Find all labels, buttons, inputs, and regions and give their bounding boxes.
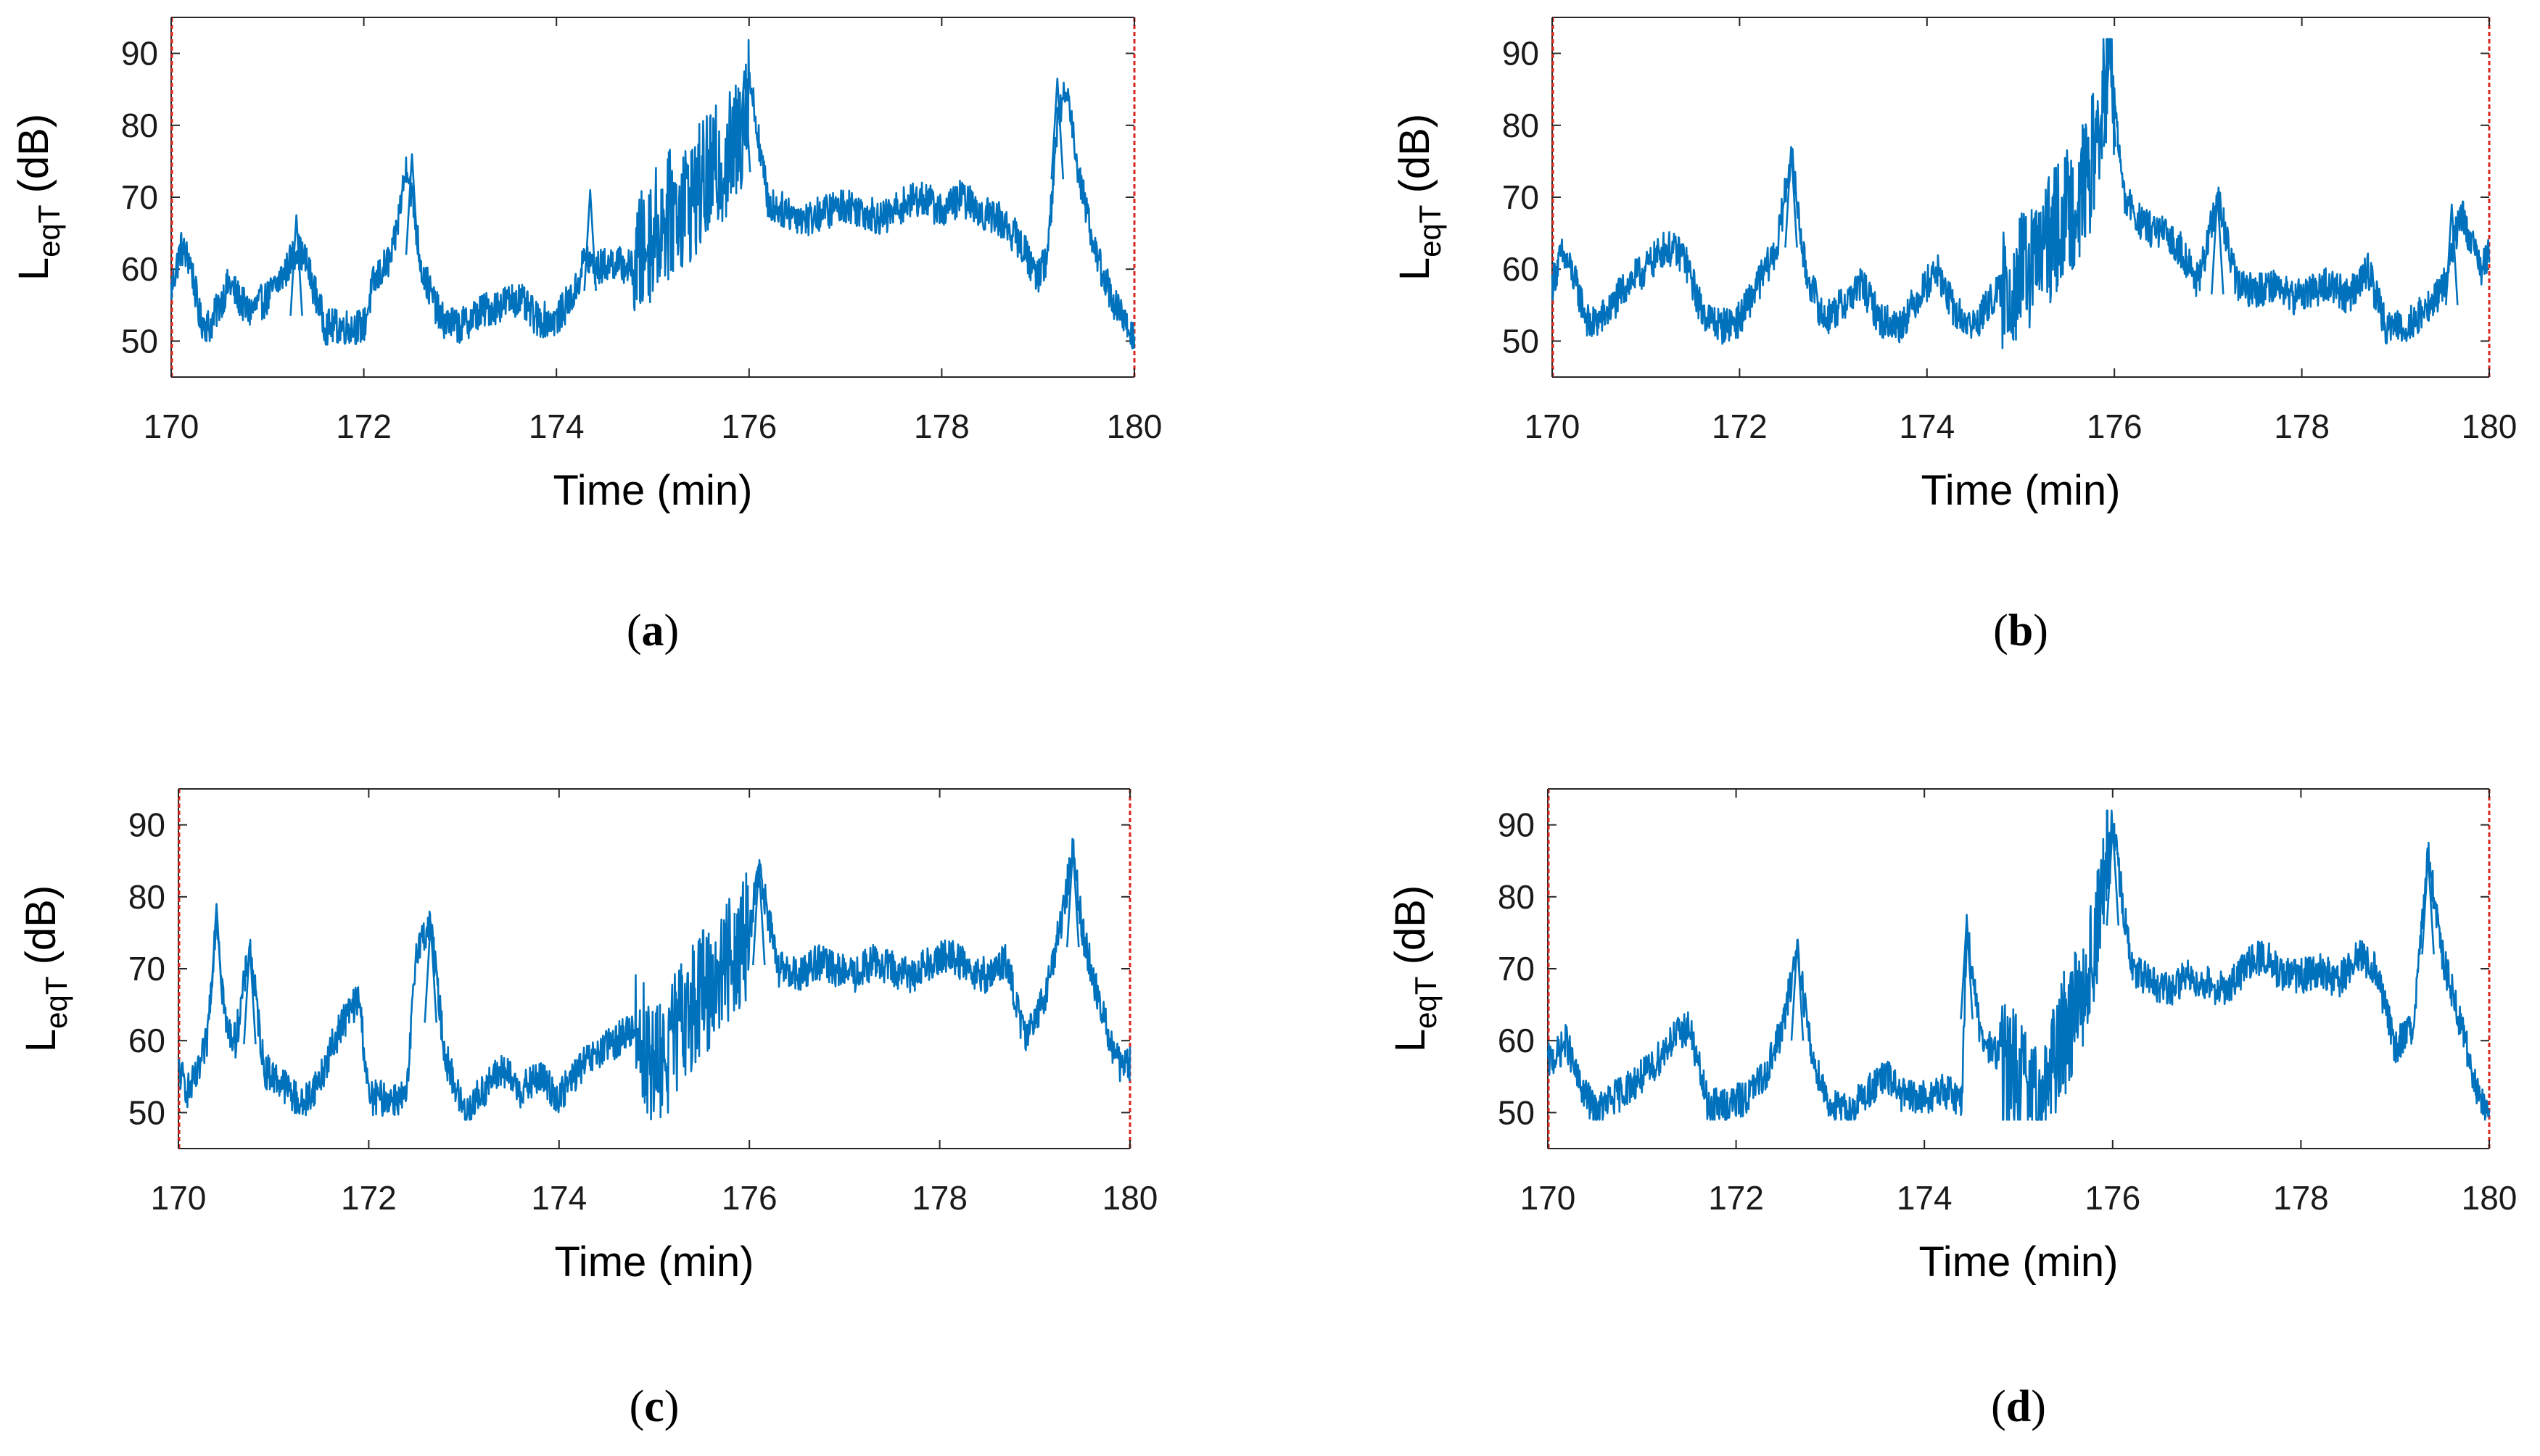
series-peak (2445, 203, 2459, 305)
x-tick-label: 172 (1712, 408, 1768, 445)
series-peak (1784, 146, 1798, 248)
y-tick-label: 70 (1498, 950, 1535, 988)
x-axis-title: Time (min) (555, 1238, 754, 1286)
y-tick-label: 60 (1502, 250, 1539, 288)
x-tick-label: 176 (2087, 408, 2143, 445)
series-line (177, 837, 1131, 1121)
series-line (1551, 38, 2491, 349)
series-peak (424, 921, 437, 1023)
x-tick-label: 170 (144, 408, 199, 445)
x-tick-label: 176 (2085, 1179, 2140, 1217)
y-axis-title: LeqT (dB) (1391, 114, 1447, 281)
y-tick-label: 80 (121, 107, 158, 144)
y-tick-label: 80 (1502, 107, 1539, 144)
y-tick-label: 90 (128, 806, 165, 844)
y-tick-label: 80 (128, 878, 165, 916)
y-tick-label: 80 (1498, 878, 1535, 916)
panel-c: 170 172 174 176 178 180 50 60 70 80 90 Time (min) Le… (17, 788, 1158, 1431)
x-tick-label: 172 (1708, 1179, 1764, 1217)
y-tick-label: 90 (121, 35, 158, 73)
y-tick-label: 70 (128, 950, 165, 988)
x-tick-label: 178 (914, 408, 970, 445)
y-tick-label: 50 (121, 322, 158, 360)
y-tick-label: 50 (128, 1093, 165, 1131)
y-axis-title: LeqT (dB) (10, 114, 66, 281)
series-peak (2103, 45, 2116, 147)
y-tick-label: 60 (121, 250, 158, 288)
y-tick-label: 60 (128, 1022, 165, 1059)
y-tick-label: 60 (1498, 1022, 1535, 1059)
x-axis-title: Time (min) (1919, 1238, 2119, 1286)
x-tick-label: 180 (2462, 408, 2518, 445)
x-tick-label: 178 (2274, 408, 2330, 445)
x-tick-label: 170 (151, 1179, 207, 1217)
x-tick-label: 172 (341, 1179, 397, 1217)
panel-caption: (d) (1991, 1382, 2046, 1431)
x-tick-label: 172 (336, 408, 392, 445)
series-peak (243, 943, 257, 1045)
series-line (170, 38, 1136, 349)
series-peak (1960, 917, 1974, 1019)
series-line (1546, 809, 2491, 1121)
y-tick-label: 50 (1498, 1093, 1535, 1131)
y-tick-label: 90 (1502, 35, 1539, 73)
x-axis-title: Time (min) (1921, 467, 2121, 514)
panel-d: 170 172 174 176 178 180 50 60 70 80 90 Time (min) Le… (1387, 788, 2518, 1431)
x-tick-label: 176 (722, 1179, 778, 1217)
x-tick-label: 178 (2273, 1179, 2329, 1217)
x-tick-label: 178 (912, 1179, 968, 1217)
series-peak (2106, 824, 2120, 926)
x-tick-label: 176 (721, 408, 777, 445)
x-axis-title: Time (min) (553, 467, 753, 514)
y-tick-label: 70 (1502, 178, 1539, 216)
series-peak (210, 903, 223, 1005)
x-tick-label: 174 (531, 1179, 587, 1217)
x-tick-label: 170 (1525, 408, 1580, 445)
y-axis-title: LeqT (dB) (1387, 885, 1443, 1052)
series-peak (289, 214, 303, 316)
x-tick-label: 170 (1520, 1179, 1576, 1217)
panel-caption: (b) (1993, 606, 2048, 655)
x-tick-label: 174 (529, 408, 585, 445)
series-peak (1790, 939, 1805, 1041)
y-tick-label: 50 (1502, 322, 1539, 360)
x-tick-label: 174 (1899, 408, 1955, 445)
x-tick-label: 180 (1107, 408, 1163, 445)
panel-b: 170 172 174 176 178 180 50 60 70 80 90 Time (min) Le… (1391, 17, 2517, 655)
series-peak (2211, 192, 2224, 294)
series-peak (583, 189, 597, 291)
y-axis-title: LeqT (dB) (17, 885, 73, 1052)
y-tick-label: 70 (121, 178, 158, 216)
panel-caption: (c) (630, 1382, 680, 1431)
series-peak (752, 863, 766, 966)
series-peak (1050, 78, 1065, 180)
series-peak (2421, 853, 2435, 955)
series-peak (737, 70, 751, 173)
x-tick-label: 180 (1102, 1179, 1158, 1217)
y-tick-label: 90 (1498, 806, 1535, 844)
x-tick-label: 174 (1897, 1179, 1953, 1217)
series-peak (1066, 845, 1080, 948)
panel-a: 170 172 174 176 178 180 50 60 70 80 90 Time (min) Le… (10, 17, 1162, 655)
panel-caption: (a) (627, 606, 679, 655)
series-peak (405, 153, 419, 255)
x-tick-label: 180 (2462, 1179, 2518, 1217)
